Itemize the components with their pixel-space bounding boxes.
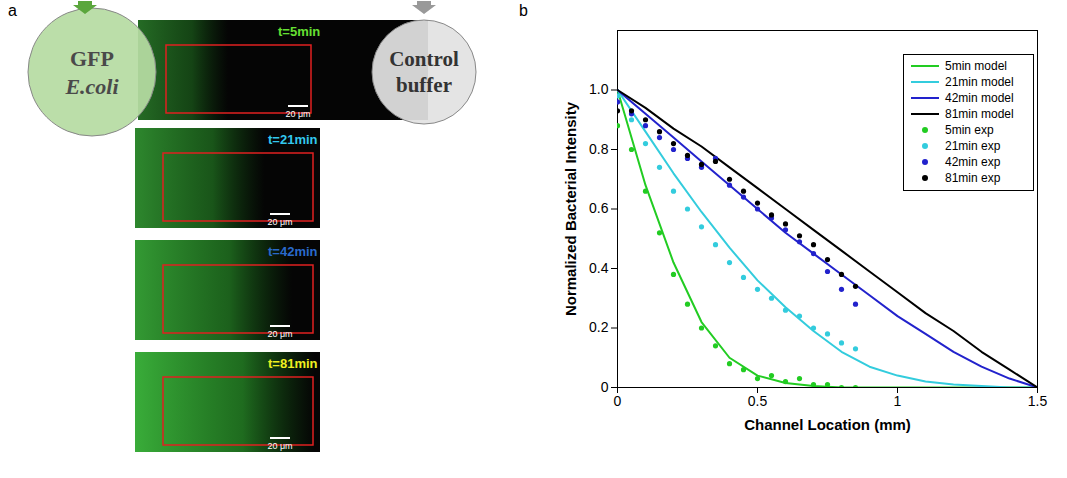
svg-text:a: a <box>8 2 17 19</box>
svg-text:0.2: 0.2 <box>589 319 609 335</box>
svg-text:20 μm: 20 μm <box>267 441 292 451</box>
svg-text:20 μm: 20 μm <box>285 109 310 119</box>
svg-text:Channel Location (mm): Channel Location (mm) <box>744 416 911 433</box>
svg-text:0: 0 <box>614 393 622 409</box>
svg-text:E.coli: E.coli <box>64 74 119 99</box>
svg-text:81min exp: 81min exp <box>945 171 1001 185</box>
svg-text:t=21min: t=21min <box>268 132 318 147</box>
svg-text:Control: Control <box>389 47 459 71</box>
svg-text:0.6: 0.6 <box>589 200 609 216</box>
svg-text:1: 1 <box>894 393 902 409</box>
svg-text:t=42min: t=42min <box>268 244 318 259</box>
svg-text:81min model: 81min model <box>945 107 1014 121</box>
svg-text:0.8: 0.8 <box>589 141 609 157</box>
svg-text:t=81min: t=81min <box>268 356 318 371</box>
svg-text:1.0: 1.0 <box>589 81 609 97</box>
svg-text:5min exp: 5min exp <box>945 123 994 137</box>
svg-text:buffer: buffer <box>396 73 452 97</box>
svg-text:b: b <box>519 2 528 19</box>
svg-text:0.4: 0.4 <box>589 260 609 276</box>
svg-text:Normalized Bacterial Intensity: Normalized Bacterial Intensity <box>562 101 579 316</box>
svg-text:42min exp: 42min exp <box>945 155 1001 169</box>
svg-text:0: 0 <box>601 379 609 395</box>
svg-text:1.5: 1.5 <box>1028 393 1048 409</box>
svg-text:t=5min: t=5min <box>278 24 320 39</box>
svg-text:0.5: 0.5 <box>748 393 768 409</box>
svg-text:GFP: GFP <box>70 46 114 71</box>
svg-text:20 μm: 20 μm <box>267 329 292 339</box>
svg-text:20 μm: 20 μm <box>267 217 292 227</box>
svg-text:42min model: 42min model <box>945 91 1014 105</box>
svg-text:5min model: 5min model <box>945 59 1007 73</box>
svg-text:21min exp: 21min exp <box>945 139 1001 153</box>
svg-text:21min model: 21min model <box>945 75 1014 89</box>
